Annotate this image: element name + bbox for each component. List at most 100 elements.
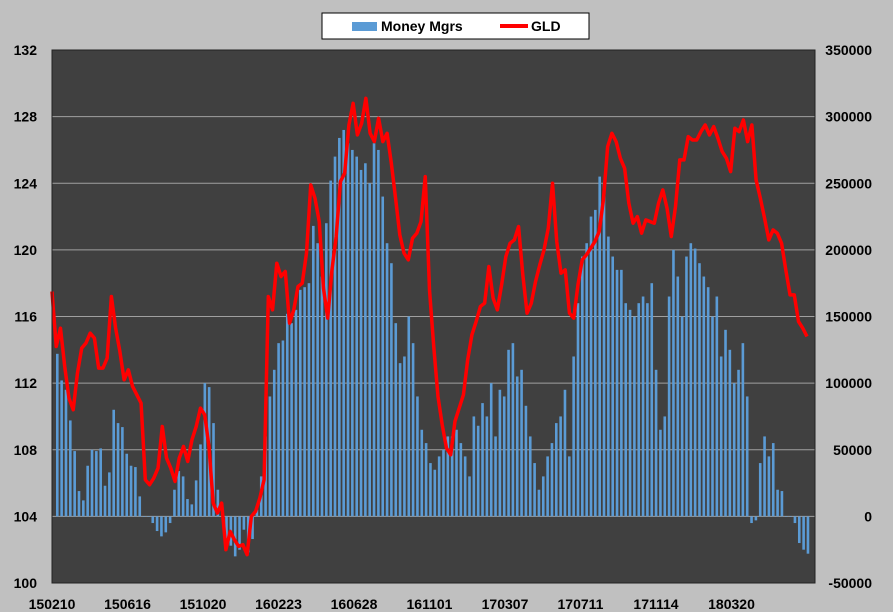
money-mgrs-bar: [594, 209, 597, 517]
money-mgrs-bar: [546, 456, 549, 517]
right-tick-label: 100000: [825, 375, 872, 391]
money-mgrs-bar: [377, 149, 380, 517]
money-mgrs-bar: [763, 436, 766, 517]
money-mgrs-bar: [568, 456, 571, 517]
money-mgrs-bar: [112, 409, 116, 517]
money-mgrs-bar: [767, 456, 771, 517]
money-mgrs-bars: [56, 129, 810, 557]
money-mgrs-bar: [559, 416, 562, 517]
money-mgrs-bar: [364, 163, 367, 517]
money-mgrs-bar: [528, 436, 532, 517]
money-mgrs-bar: [95, 451, 98, 517]
money-mgrs-bar: [693, 248, 697, 517]
right-axis-ticks: -50000 0 50000 100000 150000 200000 250000 3000…: [825, 42, 872, 591]
money-mgrs-bar: [342, 129, 345, 517]
money-mgrs-bar: [702, 276, 706, 517]
money-mgrs-bar: [533, 463, 536, 517]
legend-label-money-mgrs: Money Mgrs: [381, 18, 463, 34]
money-mgrs-bar: [303, 287, 306, 517]
left-tick-label: 132: [14, 42, 38, 58]
x-tick-label: 170711: [558, 596, 604, 612]
money-mgrs-bar: [611, 256, 614, 517]
money-mgrs-bar: [424, 443, 428, 517]
money-mgrs-bar: [199, 444, 202, 517]
money-mgrs-bar: [64, 389, 68, 517]
money-mgrs-bar: [255, 509, 259, 517]
x-tick-label: 150210: [29, 596, 76, 612]
money-mgrs-bar: [285, 313, 289, 517]
money-mgrs-bar: [511, 343, 515, 517]
money-mgrs-bar: [346, 143, 350, 517]
money-mgrs-bar: [455, 429, 458, 517]
money-mgrs-bar: [307, 283, 311, 517]
money-mgrs-bar: [615, 269, 619, 517]
x-tick-label: 171114: [633, 596, 678, 612]
money-mgrs-bar: [776, 489, 779, 517]
money-mgrs-bar: [173, 489, 176, 517]
money-mgrs-bar: [481, 403, 484, 517]
money-mgrs-bar: [268, 396, 272, 517]
money-mgrs-bar: [789, 516, 792, 517]
money-mgrs-bar: [60, 380, 63, 517]
money-mgrs-bar: [476, 425, 480, 517]
left-tick-label: 120: [14, 242, 38, 258]
gld-line: [50, 96, 809, 557]
money-mgrs-bar: [82, 500, 85, 517]
money-mgrs-bar: [338, 137, 341, 517]
left-tick-label: 100: [14, 575, 38, 591]
x-tick-label: 151020: [180, 596, 227, 612]
money-mgrs-bar: [728, 349, 732, 517]
money-mgrs-bar: [121, 427, 124, 517]
money-mgrs-bar: [541, 476, 545, 517]
money-mgrs-bar: [116, 423, 120, 517]
money-mgrs-bar: [750, 516, 753, 524]
money-mgrs-bar: [281, 340, 285, 517]
money-mgrs-bar: [576, 303, 580, 517]
right-tick-label: 50000: [833, 442, 872, 458]
money-mgrs-bar: [407, 316, 411, 517]
x-tick-label: 160223: [255, 596, 302, 612]
money-mgrs-bar: [498, 389, 502, 517]
money-mgrs-bar: [151, 516, 155, 524]
money-mgrs-bar: [433, 469, 437, 517]
money-mgrs-bar: [524, 405, 528, 517]
money-mgrs-bar: [138, 496, 142, 517]
money-mgrs-bar: [581, 256, 584, 517]
right-tick-label: 150000: [825, 309, 872, 325]
right-tick-label: 250000: [825, 175, 872, 191]
money-mgrs-bar: [325, 223, 328, 517]
money-mgrs-bar: [646, 303, 649, 517]
money-mgrs-bar: [685, 256, 688, 517]
money-mgrs-bar: [294, 309, 298, 517]
legend: Money Mgrs GLD: [321, 12, 590, 40]
money-mgrs-bar: [468, 476, 471, 517]
money-mgrs-bar: [689, 243, 693, 517]
money-mgrs-bar: [216, 489, 220, 517]
money-mgrs-bar: [589, 216, 593, 517]
money-mgrs-bar: [732, 383, 736, 517]
money-mgrs-bar: [177, 471, 181, 517]
x-tick-label: 180320: [708, 596, 755, 612]
x-tick-label: 170307: [482, 596, 529, 612]
money-mgrs-bar: [142, 516, 146, 517]
money-mgrs-bar: [99, 448, 102, 517]
money-mgrs-bar: [203, 383, 207, 517]
money-mgrs-bar: [411, 343, 415, 517]
money-mgrs-bar: [125, 453, 129, 517]
money-mgrs-bar: [797, 516, 801, 544]
money-mgrs-bar: [108, 472, 111, 517]
money-mgrs-bar: [446, 436, 450, 517]
money-mgrs-bar: [164, 516, 168, 533]
right-tick-label: 300000: [825, 109, 872, 125]
money-mgrs-bar: [802, 516, 805, 550]
legend-label-gld: GLD: [531, 18, 561, 34]
money-mgrs-bar: [134, 467, 137, 517]
money-mgrs-bar: [550, 443, 554, 517]
money-mgrs-bar: [355, 156, 358, 517]
money-mgrs-bar: [715, 296, 719, 517]
money-mgrs-bar: [181, 476, 185, 517]
money-mgrs-bar: [741, 343, 745, 517]
money-mgrs-bar: [637, 303, 641, 517]
money-mgrs-bar: [90, 449, 94, 517]
money-mgrs-bar: [485, 416, 489, 517]
